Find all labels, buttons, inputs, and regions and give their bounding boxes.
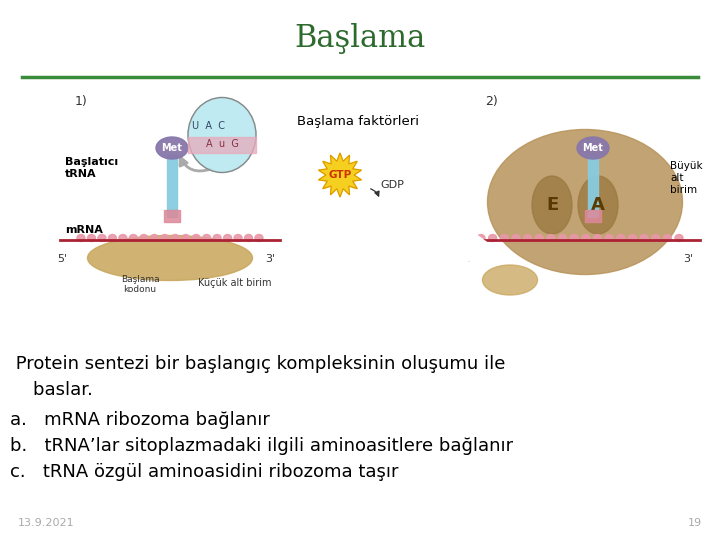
- Ellipse shape: [188, 98, 256, 172]
- Text: 2): 2): [485, 95, 498, 108]
- Ellipse shape: [245, 234, 253, 241]
- Ellipse shape: [181, 234, 189, 241]
- Text: Başlama: Başlama: [294, 23, 426, 53]
- Text: c.   tRNA özgül aminoasidini ribozoma taşır: c. tRNA özgül aminoasidini ribozoma taşı…: [10, 463, 398, 481]
- Ellipse shape: [500, 234, 508, 241]
- Text: Met: Met: [582, 143, 603, 153]
- Text: mRNA: mRNA: [65, 225, 103, 235]
- Text: Protein sentezi bir başlangıç kompleksinin oluşumu ile: Protein sentezi bir başlangıç kompleksin…: [10, 355, 505, 373]
- Ellipse shape: [234, 234, 242, 241]
- Ellipse shape: [570, 234, 578, 241]
- Text: 5': 5': [57, 254, 67, 264]
- Ellipse shape: [487, 130, 683, 274]
- Ellipse shape: [582, 234, 590, 241]
- Ellipse shape: [192, 234, 200, 241]
- Text: 19: 19: [688, 518, 702, 528]
- Ellipse shape: [663, 234, 671, 241]
- Text: GDP: GDP: [380, 180, 404, 190]
- Bar: [188, 137, 256, 153]
- Text: 1): 1): [75, 95, 88, 108]
- Ellipse shape: [578, 176, 618, 234]
- Ellipse shape: [605, 234, 613, 241]
- Ellipse shape: [171, 234, 179, 241]
- Ellipse shape: [202, 234, 211, 241]
- Bar: [167, 155, 177, 217]
- Ellipse shape: [617, 234, 625, 241]
- Polygon shape: [318, 153, 361, 197]
- Ellipse shape: [140, 234, 148, 241]
- Ellipse shape: [489, 234, 497, 241]
- Ellipse shape: [640, 234, 648, 241]
- Ellipse shape: [156, 137, 188, 159]
- Ellipse shape: [675, 234, 683, 241]
- Text: Küçük alt birim: Küçük alt birim: [198, 278, 271, 288]
- Text: A  u  G: A u G: [206, 139, 238, 149]
- Ellipse shape: [559, 234, 567, 241]
- Ellipse shape: [629, 234, 636, 241]
- Ellipse shape: [593, 234, 601, 241]
- Ellipse shape: [512, 234, 520, 241]
- Text: Başlama faktörleri: Başlama faktörleri: [297, 116, 419, 129]
- Ellipse shape: [523, 234, 531, 241]
- Ellipse shape: [224, 234, 232, 241]
- Ellipse shape: [477, 234, 485, 241]
- Text: 5': 5': [463, 254, 473, 264]
- Text: E: E: [546, 196, 558, 214]
- Ellipse shape: [119, 234, 127, 241]
- Ellipse shape: [87, 234, 96, 241]
- Polygon shape: [410, 223, 490, 267]
- Text: 3': 3': [683, 254, 693, 264]
- Ellipse shape: [547, 234, 555, 241]
- Text: A: A: [591, 196, 605, 214]
- Text: b.   tRNA’lar sitoplazmadaki ilgili aminoasitlere bağlanır: b. tRNA’lar sitoplazmadaki ilgili aminoa…: [10, 437, 513, 455]
- Text: 3': 3': [265, 254, 275, 264]
- Text: Met: Met: [161, 143, 182, 153]
- Ellipse shape: [213, 234, 221, 241]
- Ellipse shape: [109, 234, 117, 241]
- Ellipse shape: [482, 265, 538, 295]
- Ellipse shape: [77, 234, 85, 241]
- Ellipse shape: [255, 234, 263, 241]
- Text: Büyük
alt
birim: Büyük alt birim: [670, 161, 703, 194]
- Text: Başlatıcı
tRNA: Başlatıcı tRNA: [65, 157, 118, 179]
- Text: a.   mRNA ribozoma bağlanır: a. mRNA ribozoma bağlanır: [10, 411, 270, 429]
- Ellipse shape: [88, 235, 253, 280]
- Text: U  A  C: U A C: [192, 121, 225, 131]
- Ellipse shape: [535, 234, 543, 241]
- Ellipse shape: [150, 234, 158, 241]
- Ellipse shape: [130, 234, 138, 241]
- Bar: [164, 210, 180, 222]
- Ellipse shape: [652, 234, 660, 241]
- Ellipse shape: [577, 137, 609, 159]
- Text: GTP: GTP: [328, 170, 351, 180]
- Bar: [585, 210, 601, 222]
- Bar: [588, 155, 598, 217]
- Text: Başlama
kodonu: Başlama kodonu: [121, 275, 159, 294]
- Text: baslar.: baslar.: [10, 381, 93, 399]
- Ellipse shape: [161, 234, 168, 241]
- Text: 13.9.2021: 13.9.2021: [18, 518, 75, 528]
- Ellipse shape: [98, 234, 106, 241]
- Ellipse shape: [532, 176, 572, 234]
